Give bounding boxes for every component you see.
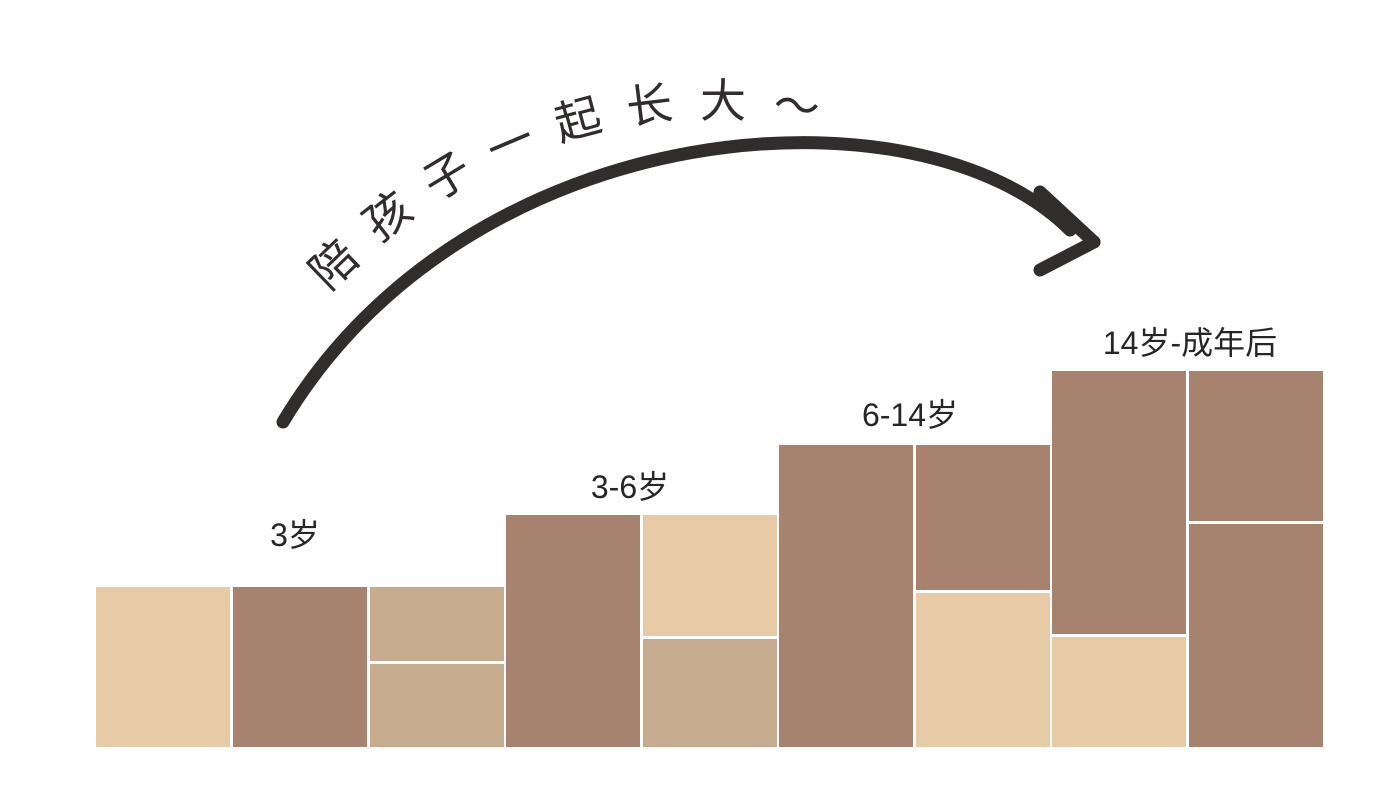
arrow-head-stroke-2	[1040, 242, 1094, 270]
infographic-canvas: 3岁3-6岁6-14岁14岁-成年后 陪孩子一起长大～	[0, 0, 1400, 787]
arrow-path	[283, 143, 1070, 422]
arrow-text-char-6: 大	[700, 65, 752, 131]
arrow-text-char-7: ～	[770, 68, 831, 141]
arrow-text-char-5: 长	[622, 66, 682, 138]
